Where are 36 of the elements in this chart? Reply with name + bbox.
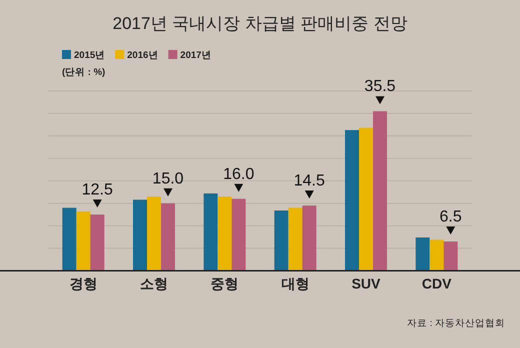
bar <box>430 240 444 271</box>
data-label: 14.5 <box>294 172 326 190</box>
bar <box>274 210 288 271</box>
bar <box>232 198 246 271</box>
bar <box>161 203 175 271</box>
data-label: 35.5 <box>364 78 396 96</box>
x-tick-label: 대형 <box>281 276 310 292</box>
data-label: 12.5 <box>82 182 114 199</box>
bar <box>345 130 359 271</box>
x-tick-label: 중형 <box>210 276 239 292</box>
chart-title: 2017년 국내시장 차급별 판매비중 전망 <box>112 14 408 33</box>
legend-label: 2017년 <box>180 50 212 61</box>
bar <box>416 237 430 271</box>
x-tick-label: CDV <box>422 276 452 292</box>
bar <box>76 211 90 271</box>
bar <box>204 193 218 271</box>
data-label: 15.0 <box>152 170 184 188</box>
bar <box>62 208 76 271</box>
bar <box>218 196 232 271</box>
bar <box>373 111 387 271</box>
legend-label: 2016년 <box>127 50 158 61</box>
bar <box>444 242 458 271</box>
bar <box>359 128 373 271</box>
x-tick-label: SUV <box>352 276 382 292</box>
text: 자료 : 자동차산업협회 <box>407 318 505 329</box>
bar <box>133 200 147 271</box>
bar <box>90 214 104 271</box>
bar <box>147 196 161 271</box>
bar <box>288 208 302 271</box>
data-label: 6.5 <box>440 208 462 226</box>
text: (단위 : %) <box>62 67 106 78</box>
x-tick-label: 소형 <box>140 276 168 292</box>
legend-label: 2015년 <box>74 50 106 61</box>
x-tick-label: 경형 <box>69 276 98 292</box>
data-label: 16.0 <box>223 166 254 183</box>
bar <box>302 206 316 271</box>
